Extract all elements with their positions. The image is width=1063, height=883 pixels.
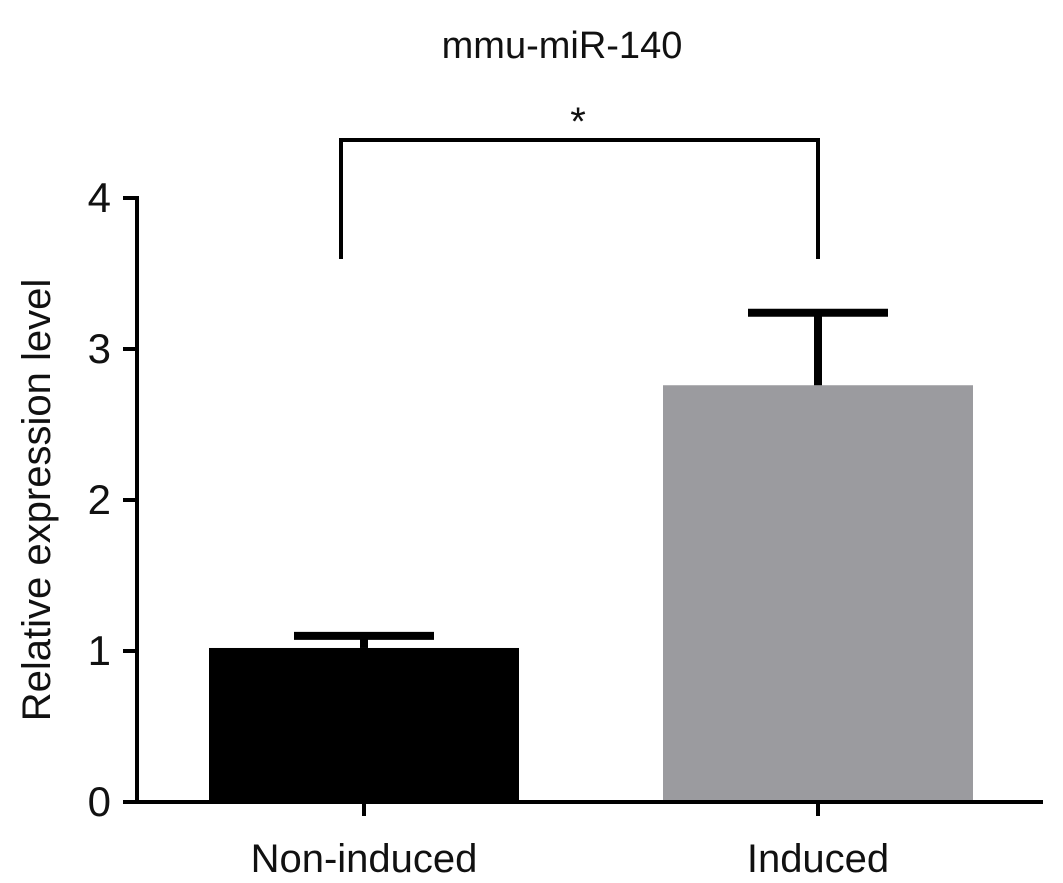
significance-bracket [339, 138, 820, 259]
bar-induced [663, 385, 973, 802]
x-tick-label-induced: Induced [747, 837, 889, 881]
bar-non-induced [209, 647, 519, 802]
labels-layer: Non-induced Induced 0 1 2 3 4 [88, 174, 890, 881]
y-tick-label-2: 2 [88, 476, 111, 523]
significance-label: * [570, 100, 586, 144]
bars-layer [209, 385, 973, 802]
error-bars-layer [294, 308, 888, 648]
axes-layer [123, 138, 1043, 816]
chart-title: mmu-miR-140 [442, 25, 683, 67]
y-tick-label-0: 0 [88, 778, 111, 825]
x-tick-label-non-induced: Non-induced [251, 837, 478, 881]
y-tick-label-3: 3 [88, 325, 111, 372]
y-tick-label-4: 4 [88, 174, 111, 221]
y-axis-label: Relative expression level [15, 279, 59, 721]
y-tick-label-1: 1 [88, 627, 111, 674]
